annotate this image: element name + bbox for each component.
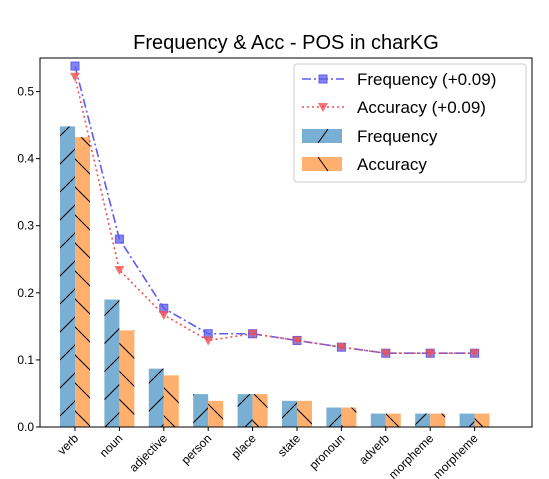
point-accuracy-0-09-place [247, 329, 258, 339]
x-tick-label-adverb: adverb [356, 431, 392, 467]
point-accuracy-0-09-pronoun [336, 343, 347, 353]
bar-accuracy-state [297, 400, 312, 427]
plot-frame [39, 57, 533, 428]
y-tick-label: 0.3 [17, 219, 34, 233]
y-tick-label: 0.2 [17, 286, 34, 300]
legend-label-accuracy-line: Accuracy (+0.09) [357, 98, 486, 117]
point-frequency-0-09-verb [70, 61, 80, 71]
legend-box [293, 63, 527, 183]
legend-entry-frequency-bar: Frequency [302, 127, 438, 146]
bar-accuracy-morpheme [474, 413, 490, 427]
bar-accuracy-pronoun [341, 407, 357, 427]
y-tick-label: 0.4 [17, 152, 34, 166]
y-axis: 0.0 0.1 0.2 0.3 0.4 0.5 [17, 85, 40, 434]
bar-accuracy-adverb [385, 413, 401, 427]
bar-frequency-adverb [370, 413, 386, 427]
legend: Frequency (+0.09) Accuracy (+0.09) Frequ… [293, 63, 527, 183]
point-accuracy-0-09-person [203, 336, 214, 346]
x-tick-label-noun: noun [97, 431, 126, 460]
bars-layer [60, 126, 490, 427]
y-tick-label: 0.0 [17, 420, 34, 434]
legend-label-frequency-bar: Frequency [357, 127, 438, 146]
bar-frequency-noun [104, 299, 120, 427]
point-accuracy-0-09-morpheme [469, 349, 480, 359]
point-accuracy-0-09-morpheme [425, 349, 436, 359]
y-tick-label: 0.5 [17, 85, 34, 99]
bar-frequency-morpheme [459, 413, 475, 427]
x-tick-label-pronoun: pronoun [306, 431, 347, 472]
bar-frequency-adjective [148, 368, 164, 427]
point-accuracy-0-09-verb [70, 72, 80, 82]
bar-accuracy-person [208, 400, 224, 427]
bar-frequency-pronoun [326, 407, 342, 427]
chart-title: Frequency & Acc - POS in charKG [133, 32, 439, 54]
bar-frequency-place [237, 394, 253, 427]
bar-frequency-morpheme [415, 413, 431, 427]
legend-label-accuracy-bar: Accuracy [357, 155, 427, 174]
x-tick-label-person: person [178, 431, 214, 467]
point-accuracy-0-09-adjective [158, 310, 169, 320]
bar-accuracy-place [252, 394, 268, 427]
bar-accuracy-adjective [163, 375, 179, 427]
bar-frequency-state [282, 400, 297, 427]
x-tick-label-verb: verb [55, 431, 82, 458]
bar-frequency-verb [60, 126, 75, 427]
point-accuracy-0-09-adverb [380, 349, 391, 359]
y-tick-label: 0.1 [17, 353, 34, 367]
line-frequency-0-09 [74, 65, 475, 355]
lines-layer [70, 61, 480, 359]
x-tick-label-state: state [275, 431, 304, 460]
point-accuracy-0-09-state [292, 336, 302, 346]
legend-entry-frequency-line: Frequency (+0.09) [302, 70, 496, 89]
bar-frequency-person [193, 394, 209, 427]
x-tick-label-morpheme: morpheme [430, 431, 481, 479]
x-tick-label-place: place [229, 431, 259, 461]
x-axis: verb noun adjective person place state pronoun… [55, 427, 481, 479]
point-frequency-0-09-noun [114, 234, 124, 244]
bar-accuracy-morpheme [430, 413, 446, 427]
bar-accuracy-noun [119, 330, 135, 427]
point-accuracy-0-09-noun [114, 266, 125, 276]
legend-entry-accuracy-line: Accuracy (+0.09) [302, 98, 486, 117]
legend-label-frequency-line: Frequency (+0.09) [357, 70, 496, 89]
bar-accuracy-verb [75, 137, 90, 427]
legend-entry-accuracy-bar: Accuracy [302, 155, 427, 174]
x-tick-label-adjective: adjective [127, 431, 171, 475]
